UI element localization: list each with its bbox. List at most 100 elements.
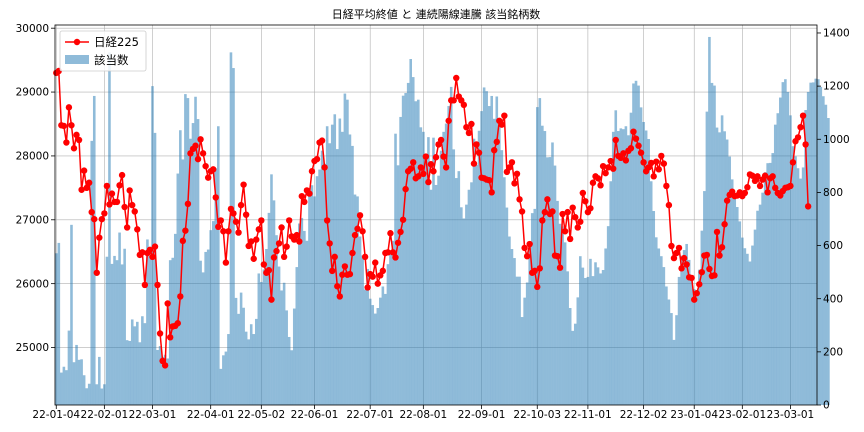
line-point <box>749 172 756 179</box>
line-point <box>711 272 718 279</box>
left-tick-label: 26000 <box>16 278 49 290</box>
line-point <box>574 224 581 231</box>
x-tick-label: 23-01-04 <box>670 409 718 421</box>
line-point <box>691 296 698 303</box>
bar <box>781 82 785 405</box>
line-point <box>744 184 751 191</box>
line-point <box>427 161 435 168</box>
bar <box>475 164 478 405</box>
line-point <box>594 175 602 182</box>
line-point <box>215 223 222 231</box>
bar <box>601 270 605 405</box>
line-point <box>161 362 169 369</box>
line-point <box>73 131 80 139</box>
bar <box>252 334 256 405</box>
line-point <box>599 162 607 170</box>
bar <box>328 143 331 405</box>
line-point <box>285 217 293 224</box>
bar <box>254 318 258 405</box>
line-point <box>579 189 587 197</box>
bar <box>571 330 575 405</box>
bar <box>733 194 737 405</box>
line-point <box>718 244 726 251</box>
bar <box>153 132 157 405</box>
line-point <box>597 182 604 189</box>
line-point <box>559 210 566 218</box>
x-tick-label: 22-02-01 <box>81 409 129 421</box>
line-point <box>789 159 797 166</box>
line-point <box>485 176 493 184</box>
line-point <box>422 153 430 160</box>
bar <box>490 95 494 405</box>
bar <box>419 127 423 406</box>
bar <box>363 289 367 405</box>
line-point <box>399 216 407 223</box>
line-point <box>103 182 111 190</box>
bar <box>379 297 382 405</box>
line-point <box>278 224 285 231</box>
bar <box>533 208 537 405</box>
line-point <box>612 136 619 144</box>
bar <box>57 242 61 405</box>
bar <box>784 79 787 406</box>
line-point <box>182 227 189 234</box>
x-tick-label: 23-03-01 <box>767 409 815 421</box>
bar <box>123 248 126 405</box>
line-point <box>184 200 192 208</box>
bar <box>687 259 691 405</box>
bar <box>87 383 91 405</box>
line-point <box>364 284 371 291</box>
bar <box>682 250 686 405</box>
line-point <box>622 157 630 164</box>
line-point <box>703 251 711 259</box>
bar <box>624 126 628 406</box>
bar <box>62 366 66 405</box>
bar <box>409 59 413 406</box>
bar <box>530 213 534 405</box>
legend: 日経225 該当数 <box>59 30 147 72</box>
line-point <box>220 228 227 235</box>
line-point <box>174 320 181 327</box>
line-point <box>675 244 683 252</box>
bar <box>115 260 119 405</box>
line-point <box>356 212 364 219</box>
line-point <box>283 243 290 250</box>
bar <box>125 340 129 405</box>
line-point <box>650 173 657 180</box>
line-point <box>417 164 425 171</box>
line-point <box>296 238 303 245</box>
bar <box>606 226 610 405</box>
bar <box>171 257 175 405</box>
line-point <box>116 182 123 189</box>
line-point <box>637 149 645 156</box>
x-tick-label: 22-06-01 <box>291 409 339 421</box>
bar <box>300 217 304 405</box>
right-tick-label: 1200 <box>823 81 850 93</box>
line-point <box>602 169 609 177</box>
line-point <box>139 249 146 256</box>
bar <box>581 267 585 405</box>
bar <box>495 96 499 406</box>
line-point <box>293 231 300 239</box>
bar <box>247 339 250 405</box>
bar <box>806 91 810 406</box>
line-point <box>678 265 685 272</box>
bar <box>599 273 602 405</box>
right-tick-label: 800 <box>823 187 843 199</box>
bar <box>773 124 777 405</box>
bar <box>465 204 468 405</box>
bar <box>503 177 506 405</box>
bar <box>725 139 729 405</box>
bar <box>543 131 547 406</box>
bar <box>449 86 453 406</box>
bar <box>799 178 802 405</box>
line-point <box>440 153 447 160</box>
bar <box>535 107 539 406</box>
line-point <box>210 166 217 173</box>
bar <box>485 91 488 405</box>
line-point <box>556 264 564 271</box>
bar <box>103 384 106 405</box>
line-point <box>387 230 394 237</box>
line-point <box>764 189 771 196</box>
bar <box>181 159 185 405</box>
